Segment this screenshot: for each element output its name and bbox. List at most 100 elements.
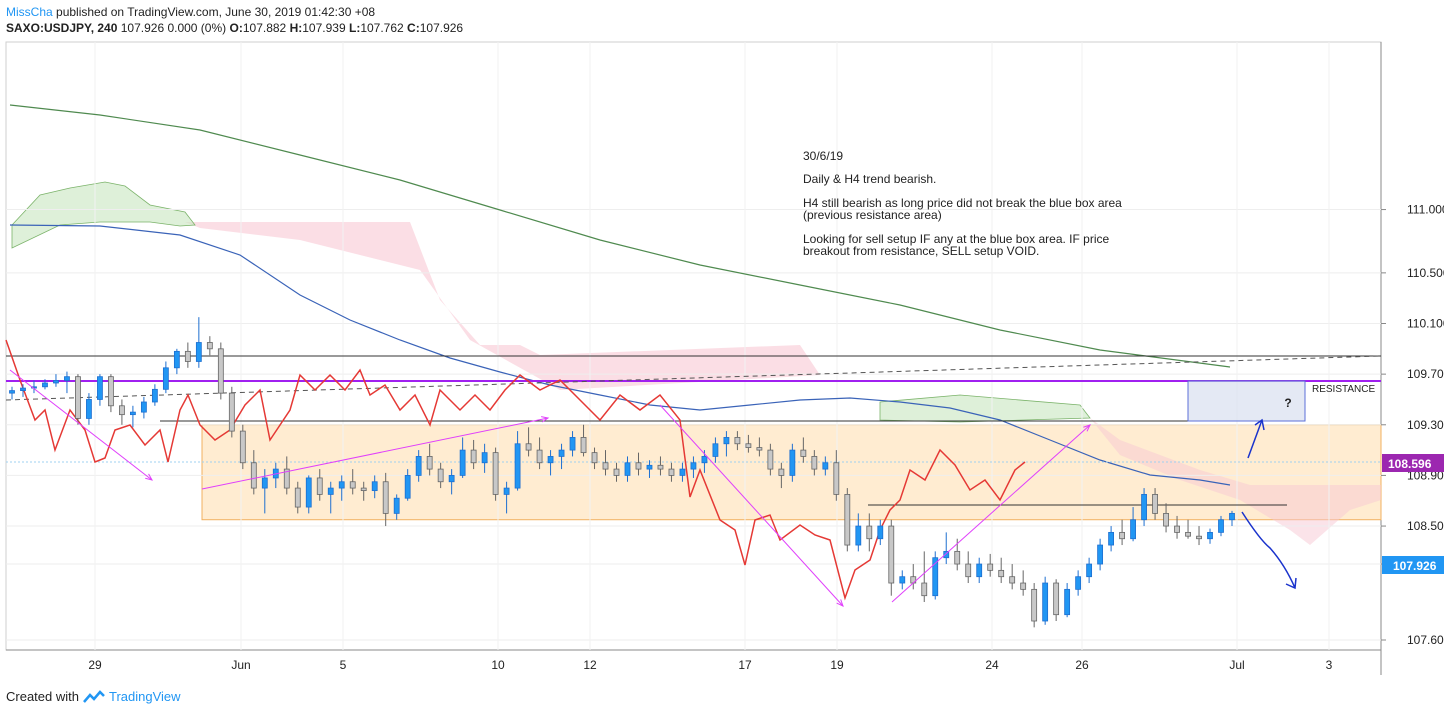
candle-body[interactable] xyxy=(151,388,158,403)
author-link[interactable]: MissCha xyxy=(6,5,53,19)
candle-body[interactable] xyxy=(1020,582,1027,590)
candle-body[interactable] xyxy=(1042,582,1049,622)
candle-body[interactable] xyxy=(547,456,554,464)
candle-body[interactable] xyxy=(294,487,301,508)
candle-body[interactable] xyxy=(53,380,59,384)
candle-body[interactable] xyxy=(1141,494,1147,521)
candle-body[interactable] xyxy=(921,582,928,597)
candle-body[interactable] xyxy=(1119,531,1125,540)
candle-body[interactable] xyxy=(1108,531,1114,546)
candle-body[interactable] xyxy=(371,481,378,492)
candle-body[interactable] xyxy=(173,350,180,369)
candle-body[interactable] xyxy=(140,401,147,413)
candle-body[interactable] xyxy=(470,449,477,464)
candle-body[interactable] xyxy=(1196,535,1202,540)
candle-body[interactable] xyxy=(943,550,950,559)
candle-body[interactable] xyxy=(239,430,246,464)
candle-body[interactable] xyxy=(976,563,983,578)
candle-body[interactable] xyxy=(195,342,202,362)
candle-body[interactable] xyxy=(899,576,906,584)
candle-body[interactable] xyxy=(569,437,576,451)
candle-body[interactable] xyxy=(228,392,235,432)
candle-body[interactable] xyxy=(97,376,103,400)
candle-body[interactable] xyxy=(987,563,994,571)
candle-body[interactable] xyxy=(283,468,290,489)
candle-body[interactable] xyxy=(316,477,323,495)
candle-body[interactable] xyxy=(657,464,664,470)
candle-body[interactable] xyxy=(20,387,26,391)
candle-body[interactable] xyxy=(261,477,268,489)
candle-body[interactable] xyxy=(382,481,389,514)
candle-body[interactable] xyxy=(86,399,92,419)
candle-body[interactable] xyxy=(503,487,510,495)
tradingview-brand[interactable]: TradingView xyxy=(108,689,181,704)
candle-body[interactable] xyxy=(877,525,884,540)
candle-body[interactable] xyxy=(712,443,719,457)
candle-body[interactable] xyxy=(646,464,653,470)
candle-body[interactable] xyxy=(679,468,686,476)
candle-body[interactable] xyxy=(305,477,312,508)
candle-body[interactable] xyxy=(459,449,466,476)
candle-body[interactable] xyxy=(866,525,873,540)
candle-body[interactable] xyxy=(481,452,488,464)
candle-body[interactable] xyxy=(130,411,136,416)
candle-body[interactable] xyxy=(965,563,972,578)
candle-body[interactable] xyxy=(701,456,708,464)
candle-body[interactable] xyxy=(844,494,851,546)
candle-body[interactable] xyxy=(437,468,444,483)
candle-body[interactable] xyxy=(1064,588,1071,616)
candle-body[interactable] xyxy=(448,475,455,483)
candle-body[interactable] xyxy=(1185,531,1191,537)
candle-body[interactable] xyxy=(162,367,169,390)
candle-body[interactable] xyxy=(206,342,213,350)
candle-body[interactable] xyxy=(1174,525,1180,533)
candle-body[interactable] xyxy=(108,376,114,407)
candle-body[interactable] xyxy=(888,525,895,584)
candle-body[interactable] xyxy=(1152,494,1158,514)
candle-body[interactable] xyxy=(1086,563,1093,578)
candle-body[interactable] xyxy=(393,497,400,514)
candle-body[interactable] xyxy=(756,447,763,451)
candle-body[interactable] xyxy=(811,456,818,470)
candle-body[interactable] xyxy=(998,569,1005,578)
candle-body[interactable] xyxy=(833,462,840,495)
candle-body[interactable] xyxy=(723,437,730,445)
candle-body[interactable] xyxy=(1009,576,1016,584)
candle-body[interactable] xyxy=(349,481,356,489)
candle-body[interactable] xyxy=(624,462,631,476)
candle-body[interactable] xyxy=(415,456,422,476)
candle-body[interactable] xyxy=(635,462,642,470)
candle-body[interactable] xyxy=(360,487,367,492)
candle-body[interactable] xyxy=(217,348,224,394)
candle-body[interactable] xyxy=(525,443,532,451)
candle-body[interactable] xyxy=(338,481,345,489)
candle-body[interactable] xyxy=(250,462,257,489)
candle-body[interactable] xyxy=(690,462,697,470)
candle-body[interactable] xyxy=(404,475,411,499)
candle-body[interactable] xyxy=(1053,582,1060,616)
candle-body[interactable] xyxy=(778,468,785,476)
sell-zone-box[interactable] xyxy=(1187,380,1306,422)
candle-body[interactable] xyxy=(954,550,961,565)
candle-body[interactable] xyxy=(734,437,741,445)
candle-body[interactable] xyxy=(42,382,48,388)
candle-body[interactable] xyxy=(1075,576,1082,590)
candle-body[interactable] xyxy=(536,449,543,464)
candle-body[interactable] xyxy=(1031,588,1038,622)
candle-body[interactable] xyxy=(767,449,774,470)
candle-body[interactable] xyxy=(558,449,565,457)
candle-body[interactable] xyxy=(1229,513,1235,521)
candle-body[interactable] xyxy=(745,443,752,448)
candle-body[interactable] xyxy=(327,487,334,495)
candle-body[interactable] xyxy=(1163,513,1169,527)
candle-body[interactable] xyxy=(1207,531,1213,540)
candle-body[interactable] xyxy=(119,405,125,416)
candle-body[interactable] xyxy=(668,468,675,476)
candle-body[interactable] xyxy=(492,452,499,495)
candle-body[interactable] xyxy=(184,350,191,362)
candle-body[interactable] xyxy=(426,456,433,470)
candle-body[interactable] xyxy=(64,376,70,381)
candle-body[interactable] xyxy=(613,468,620,476)
candle-body[interactable] xyxy=(1130,519,1136,540)
